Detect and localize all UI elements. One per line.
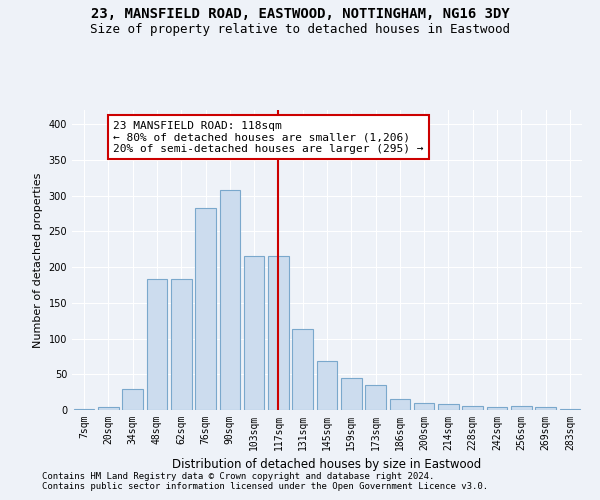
Bar: [292, 330, 313, 410]
Bar: [535, 407, 556, 410]
Y-axis label: Number of detached properties: Number of detached properties: [33, 172, 43, 348]
Bar: [487, 407, 508, 410]
Bar: [195, 208, 216, 410]
Bar: [98, 407, 119, 410]
Text: Size of property relative to detached houses in Eastwood: Size of property relative to detached ho…: [90, 22, 510, 36]
Bar: [171, 280, 191, 410]
Bar: [146, 280, 167, 410]
Bar: [74, 408, 94, 410]
Bar: [341, 378, 362, 410]
Bar: [414, 403, 434, 410]
Bar: [511, 406, 532, 410]
Text: 23, MANSFIELD ROAD, EASTWOOD, NOTTINGHAM, NG16 3DY: 23, MANSFIELD ROAD, EASTWOOD, NOTTINGHAM…: [91, 8, 509, 22]
X-axis label: Distribution of detached houses by size in Eastwood: Distribution of detached houses by size …: [172, 458, 482, 471]
Bar: [244, 256, 265, 410]
Text: Contains HM Land Registry data © Crown copyright and database right 2024.: Contains HM Land Registry data © Crown c…: [42, 472, 434, 481]
Text: 23 MANSFIELD ROAD: 118sqm
← 80% of detached houses are smaller (1,206)
20% of se: 23 MANSFIELD ROAD: 118sqm ← 80% of detac…: [113, 120, 424, 154]
Bar: [438, 404, 459, 410]
Text: Contains public sector information licensed under the Open Government Licence v3: Contains public sector information licen…: [42, 482, 488, 491]
Bar: [317, 362, 337, 410]
Bar: [365, 385, 386, 410]
Bar: [560, 408, 580, 410]
Bar: [389, 400, 410, 410]
Bar: [268, 256, 289, 410]
Bar: [220, 190, 240, 410]
Bar: [463, 406, 483, 410]
Bar: [122, 388, 143, 410]
